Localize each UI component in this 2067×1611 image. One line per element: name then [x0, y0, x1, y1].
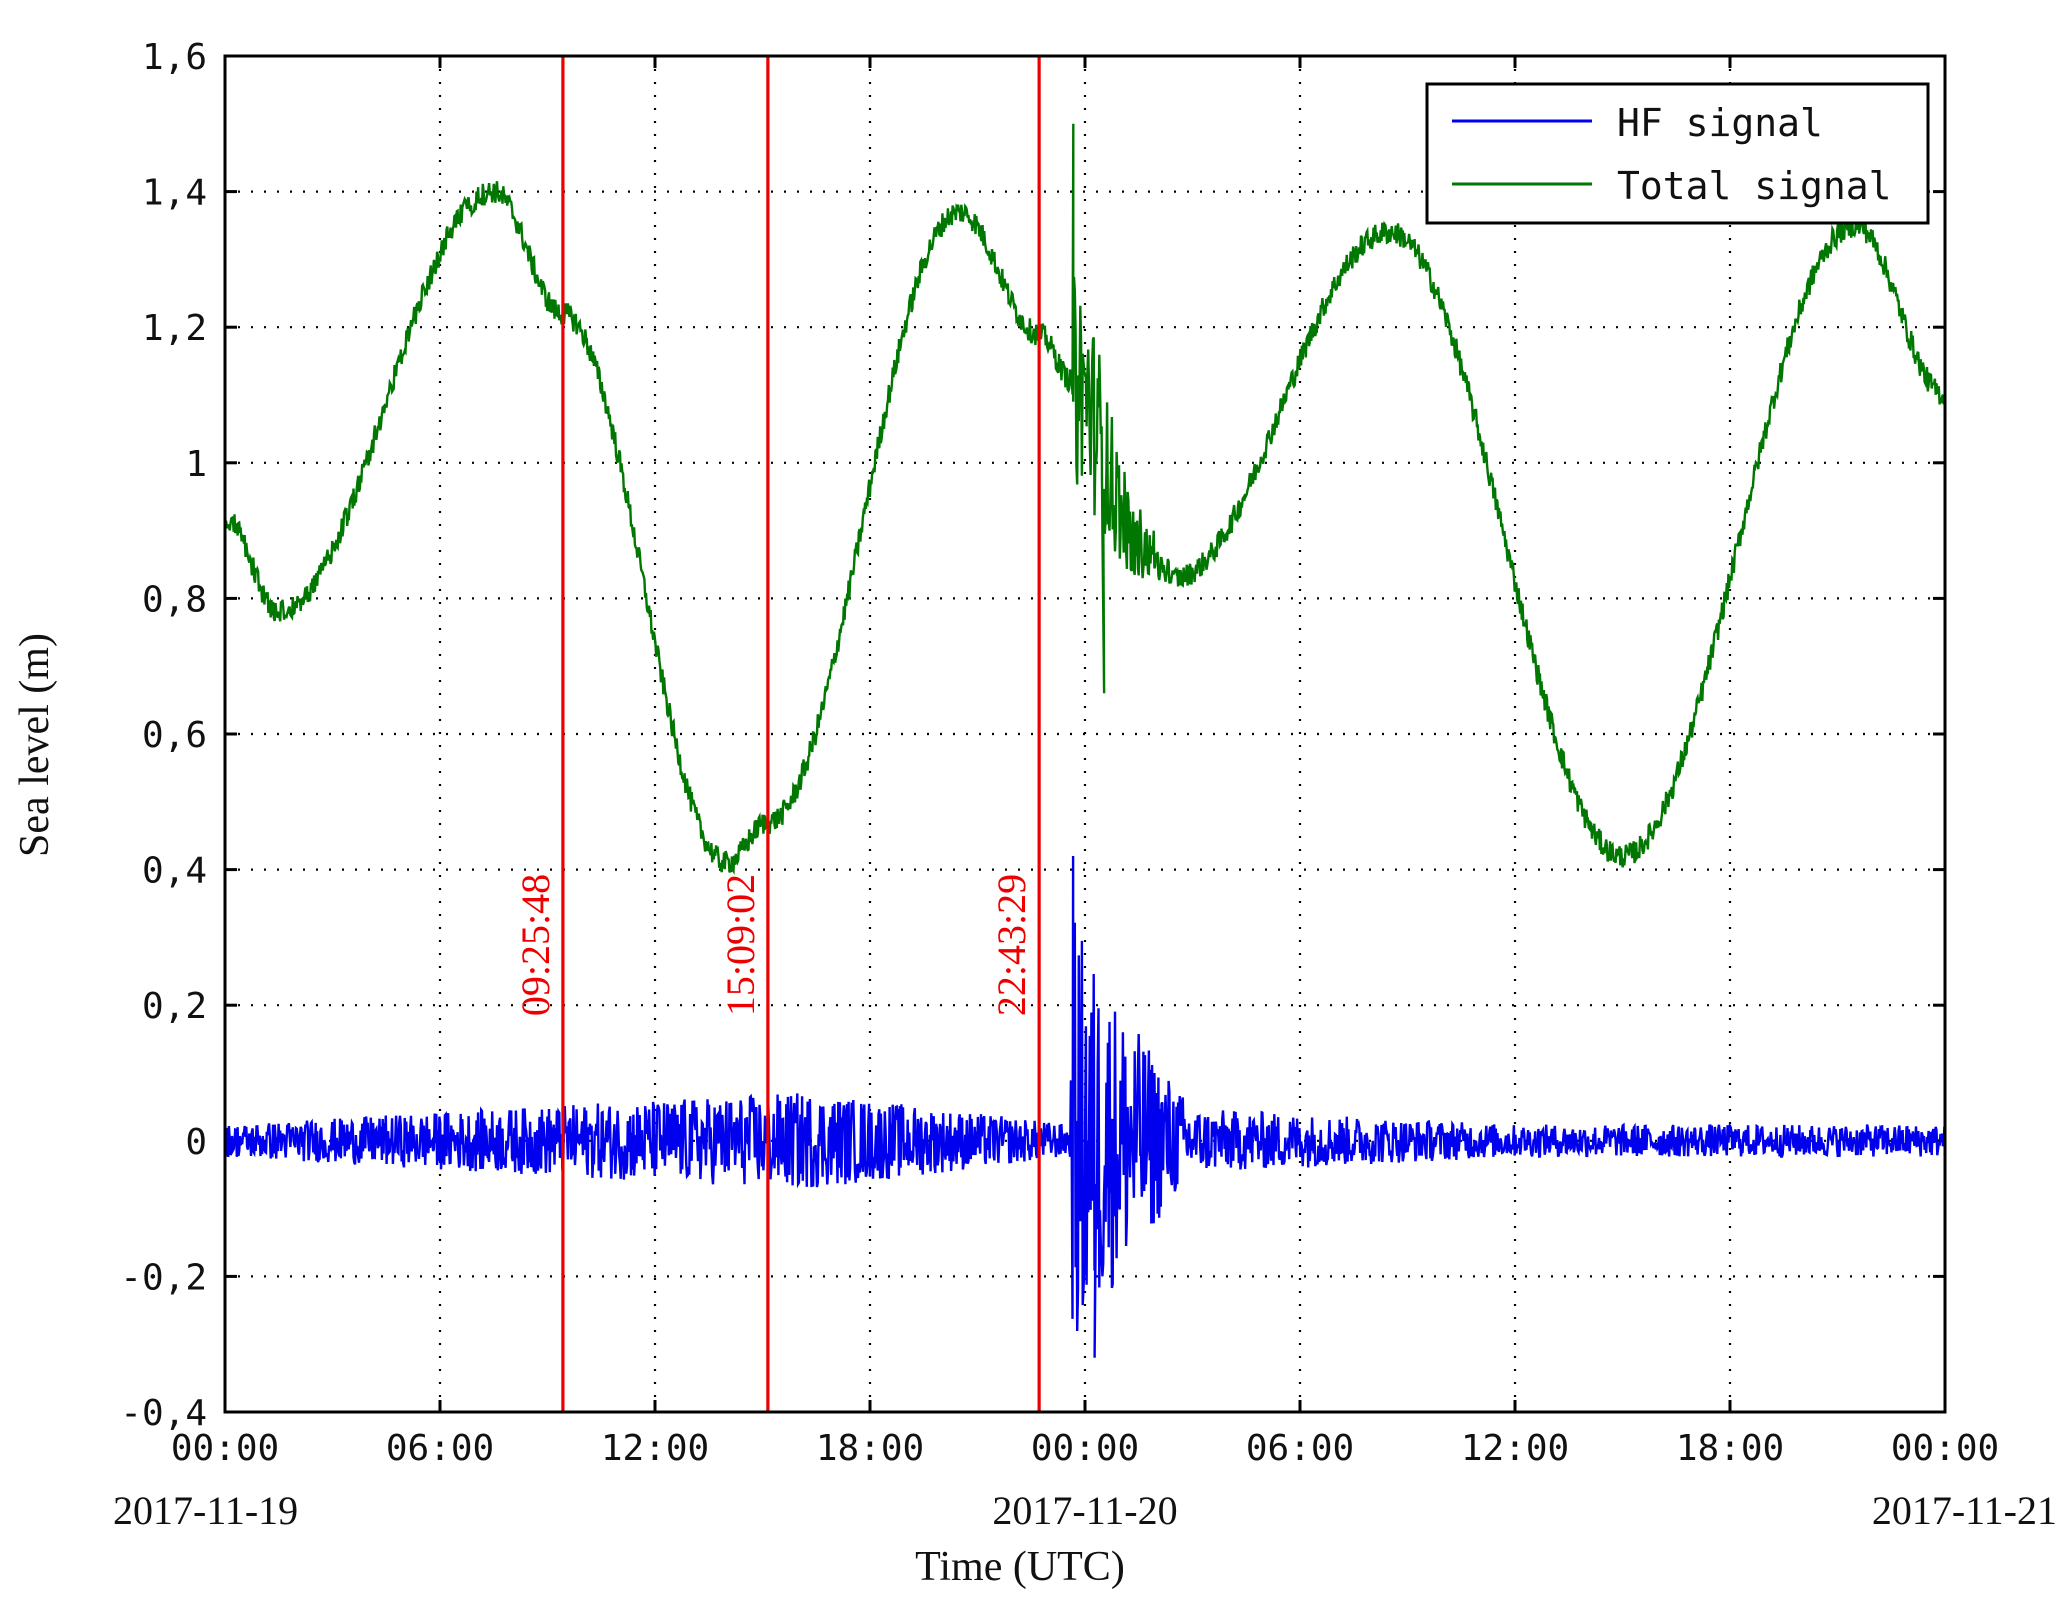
x-tick-label: 00:00 — [171, 1428, 279, 1469]
legend-label-total: Total signal — [1617, 164, 1892, 208]
series-total-signal — [223, 123, 1946, 875]
y-tick-label: 0,8 — [142, 579, 207, 620]
y-tick-label: 1 — [185, 444, 207, 485]
y-tick-label: -0,4 — [120, 1393, 207, 1434]
x-tick-label: 00:00 — [1891, 1428, 1999, 1469]
y-tick-labels: 1,6 1,4 1,2 1 0,8 0,6 0,4 0,2 0 -0,2 -0,4 — [120, 37, 207, 1434]
event-labels: 09:25:48 15:09:02 22:43:29 — [513, 874, 1034, 1016]
y-tick-label: 0,6 — [142, 715, 207, 756]
x-axis-label: Time (UTC) — [915, 1544, 1125, 1590]
x-tick-label: 00:00 — [1031, 1428, 1139, 1469]
series-lines — [223, 123, 1946, 1358]
event-label: 22:43:29 — [989, 874, 1034, 1016]
x-tick-label: 12:00 — [601, 1428, 709, 1469]
y-tick-label: 0,2 — [142, 986, 207, 1027]
x-tick-label: 18:00 — [1676, 1428, 1784, 1469]
x-tick-label: 06:00 — [386, 1428, 494, 1469]
legend-label-hf: HF signal — [1617, 101, 1823, 145]
y-tick-label: -0,2 — [120, 1257, 207, 1298]
event-label: 15:09:02 — [718, 874, 763, 1016]
legend-box — [1425, 82, 1930, 225]
x-date-label: 2017-11-19 — [113, 1488, 298, 1533]
series-hf-signal — [223, 855, 1946, 1358]
x-tick-label: 18:00 — [816, 1428, 924, 1469]
x-date-label: 2017-11-21 — [1872, 1488, 2057, 1533]
x-date-label: 2017-11-20 — [992, 1488, 1177, 1533]
x-tick-labels: 00:00 2017-11-19 06:00 12:00 18:00 00:00 2017-… — [113, 1428, 2057, 1533]
x-tick-label: 06:00 — [1246, 1428, 1354, 1469]
y-tick-label: 1,6 — [142, 37, 207, 78]
x-tick-label: 12:00 — [1461, 1428, 1569, 1469]
plot-frame — [223, 54, 1947, 1414]
event-label: 09:25:48 — [513, 874, 558, 1016]
y-tick-label: 1,2 — [142, 308, 207, 349]
legend: HF signal Total signal — [1425, 82, 1930, 225]
y-tick-label: 0 — [185, 1122, 207, 1163]
y-axis-label: Sea level (m) — [12, 633, 58, 857]
y-tick-label: 1,4 — [142, 173, 207, 214]
y-tick-label: 0,4 — [142, 851, 207, 892]
event-lines — [561, 56, 1041, 1412]
